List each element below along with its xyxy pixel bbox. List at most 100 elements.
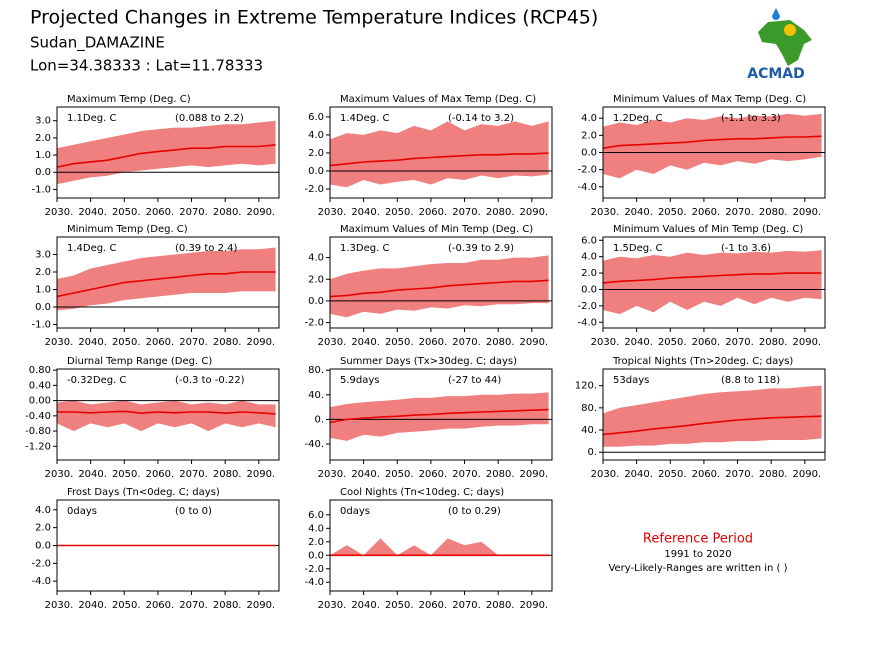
plot-frame bbox=[56, 368, 280, 461]
y-tick-label: 120. bbox=[575, 381, 597, 392]
annotation-mean: 0days bbox=[67, 506, 97, 517]
annotation-range: (8.8 to 118) bbox=[721, 375, 780, 386]
location: Lon=34.38333 : Lat=11.78333 bbox=[30, 57, 263, 75]
annotation-range: (-27 to 44) bbox=[448, 375, 501, 386]
y-tick-label: -1.0 bbox=[31, 184, 51, 195]
x-tick-label: 2080. bbox=[759, 207, 788, 218]
y-tick-label: 0.40 bbox=[29, 380, 51, 391]
annotation-mean: 1.4Deg. C bbox=[340, 113, 389, 124]
panel: -2.0 0.0 2.0 4.0 2030. 2040. 2050. 2060. 2070. 20… bbox=[304, 224, 553, 348]
x-tick-label: 2070. bbox=[452, 600, 481, 611]
x-tick-label: 2030. bbox=[45, 469, 74, 480]
y-tick-label: -2.0 bbox=[304, 318, 324, 329]
x-tick-label: 2040. bbox=[351, 337, 380, 348]
x-tick-label: 2060. bbox=[692, 207, 721, 218]
panel: -2.0 0.0 2.0 4.0 6.0 2030. 2040. 2050. 2060. 2070… bbox=[304, 94, 553, 218]
x-tick-label: 2040. bbox=[624, 469, 653, 480]
x-tick-label: 2040. bbox=[78, 600, 107, 611]
y-tick-label: -2.0 bbox=[577, 301, 597, 312]
x-tick-label: 2080. bbox=[759, 337, 788, 348]
y-tick-label: 4.0 bbox=[308, 130, 324, 141]
x-tick-label: 2090. bbox=[519, 207, 548, 218]
range-band bbox=[57, 247, 276, 311]
x-tick-label: 2030. bbox=[45, 207, 74, 218]
x-tick-label: 2070. bbox=[179, 207, 208, 218]
y-tick-label: 0.0 bbox=[35, 167, 51, 178]
x-tick-label: 2060. bbox=[146, 469, 175, 480]
x-tick-label: 2030. bbox=[318, 600, 347, 611]
x-tick-label: 2070. bbox=[452, 337, 481, 348]
y-tick-label: 0.0 bbox=[581, 148, 597, 159]
x-tick-label: 2090. bbox=[246, 207, 275, 218]
median-line bbox=[602, 415, 822, 436]
y-tick-label: -2.0 bbox=[304, 564, 324, 575]
annotation-mean: 1.5Deg. C bbox=[613, 243, 662, 254]
plot-frame bbox=[602, 368, 826, 461]
x-tick-label: 2070. bbox=[725, 207, 754, 218]
x-tick-label: 2030. bbox=[591, 337, 620, 348]
x-tick-label: 2060. bbox=[146, 600, 175, 611]
y-tick-label: 4.0 bbox=[35, 505, 51, 516]
y-tick-label: -1.0 bbox=[31, 320, 51, 331]
panel-title: Diurnal Temp Range (Deg. C) bbox=[67, 356, 212, 367]
x-tick-label: 2080. bbox=[486, 469, 515, 480]
plot-frame bbox=[602, 236, 826, 329]
y-tick-label: 0.0 bbox=[35, 302, 51, 313]
y-tick-label: -2.0 bbox=[31, 558, 51, 569]
x-tick-label: 2030. bbox=[45, 337, 74, 348]
x-tick-label: 2060. bbox=[419, 207, 448, 218]
annotation-mean: 1.2Deg. C bbox=[613, 113, 662, 124]
panel: -4.0 -2.0 0.0 2.0 4.0 2030. 2040. 2050. 2060. 207… bbox=[577, 94, 826, 218]
x-tick-label: 2030. bbox=[591, 469, 620, 480]
x-tick-label: 2040. bbox=[78, 207, 107, 218]
x-tick-label: 2090. bbox=[246, 337, 275, 348]
y-tick-label: 1.0 bbox=[35, 150, 51, 161]
logo-text: ACMAD bbox=[747, 66, 805, 82]
y-tick-label: 40. bbox=[308, 390, 324, 401]
x-tick-label: 2030. bbox=[318, 337, 347, 348]
logo-drop bbox=[772, 8, 780, 20]
annotation-mean: 53days bbox=[613, 375, 649, 386]
x-tick-label: 2050. bbox=[385, 337, 414, 348]
median-line bbox=[56, 271, 276, 298]
x-tick-label: 2090. bbox=[792, 207, 821, 218]
y-tick-label: 3.0 bbox=[35, 116, 51, 127]
logo-africa bbox=[758, 20, 812, 66]
y-tick-label: 40. bbox=[581, 425, 597, 436]
y-tick-label: 2.0 bbox=[35, 133, 51, 144]
panel-title: Minimum Temp (Deg. C) bbox=[67, 224, 188, 235]
y-tick-label: 2.0 bbox=[581, 130, 597, 141]
x-tick-label: 2060. bbox=[419, 600, 448, 611]
plot-frame bbox=[329, 499, 553, 592]
x-tick-label: 2040. bbox=[624, 337, 653, 348]
station: Sudan_DAMAZINE bbox=[30, 34, 165, 53]
panel-title: Maximum Values of Max Temp (Deg. C) bbox=[340, 94, 536, 105]
x-tick-label: 2060. bbox=[419, 337, 448, 348]
x-tick-label: 2040. bbox=[351, 207, 380, 218]
x-tick-label: 2050. bbox=[385, 207, 414, 218]
panel-title: Minimum Values of Max Temp (Deg. C) bbox=[613, 94, 806, 105]
y-tick-label: -2.0 bbox=[577, 165, 597, 176]
y-tick-label: 0.0 bbox=[308, 550, 324, 561]
y-tick-label: 2.0 bbox=[35, 523, 51, 534]
y-tick-label: 2.0 bbox=[581, 268, 597, 279]
annotation-range: (0.39 to 2.4) bbox=[175, 243, 237, 254]
x-tick-label: 2060. bbox=[146, 207, 175, 218]
y-tick-label: -0.40 bbox=[25, 411, 51, 422]
logo-sun bbox=[784, 24, 796, 36]
median-line bbox=[329, 152, 549, 167]
y-tick-label: 6.0 bbox=[308, 112, 324, 123]
plot-frame bbox=[56, 236, 280, 329]
y-tick-label: 1.0 bbox=[35, 285, 51, 296]
median-line bbox=[602, 135, 822, 149]
x-tick-label: 2060. bbox=[146, 337, 175, 348]
y-tick-label: 2.0 bbox=[308, 148, 324, 159]
panel-title: Frost Days (Tn<0deg. C; days) bbox=[67, 487, 220, 498]
x-tick-label: 2070. bbox=[179, 600, 208, 611]
panel: -40. 0. 40. 80. 2030. 2040. 2050. 2060. 2070. 208… bbox=[304, 356, 553, 480]
panel-title: Summer Days (Tx>30deg. C; days) bbox=[340, 356, 517, 367]
panel-title: Tropical Nights (Tn>20deg. C; days) bbox=[612, 356, 793, 367]
y-tick-label: 0. bbox=[587, 447, 597, 458]
annotation-mean: 1.1Deg. C bbox=[67, 113, 116, 124]
